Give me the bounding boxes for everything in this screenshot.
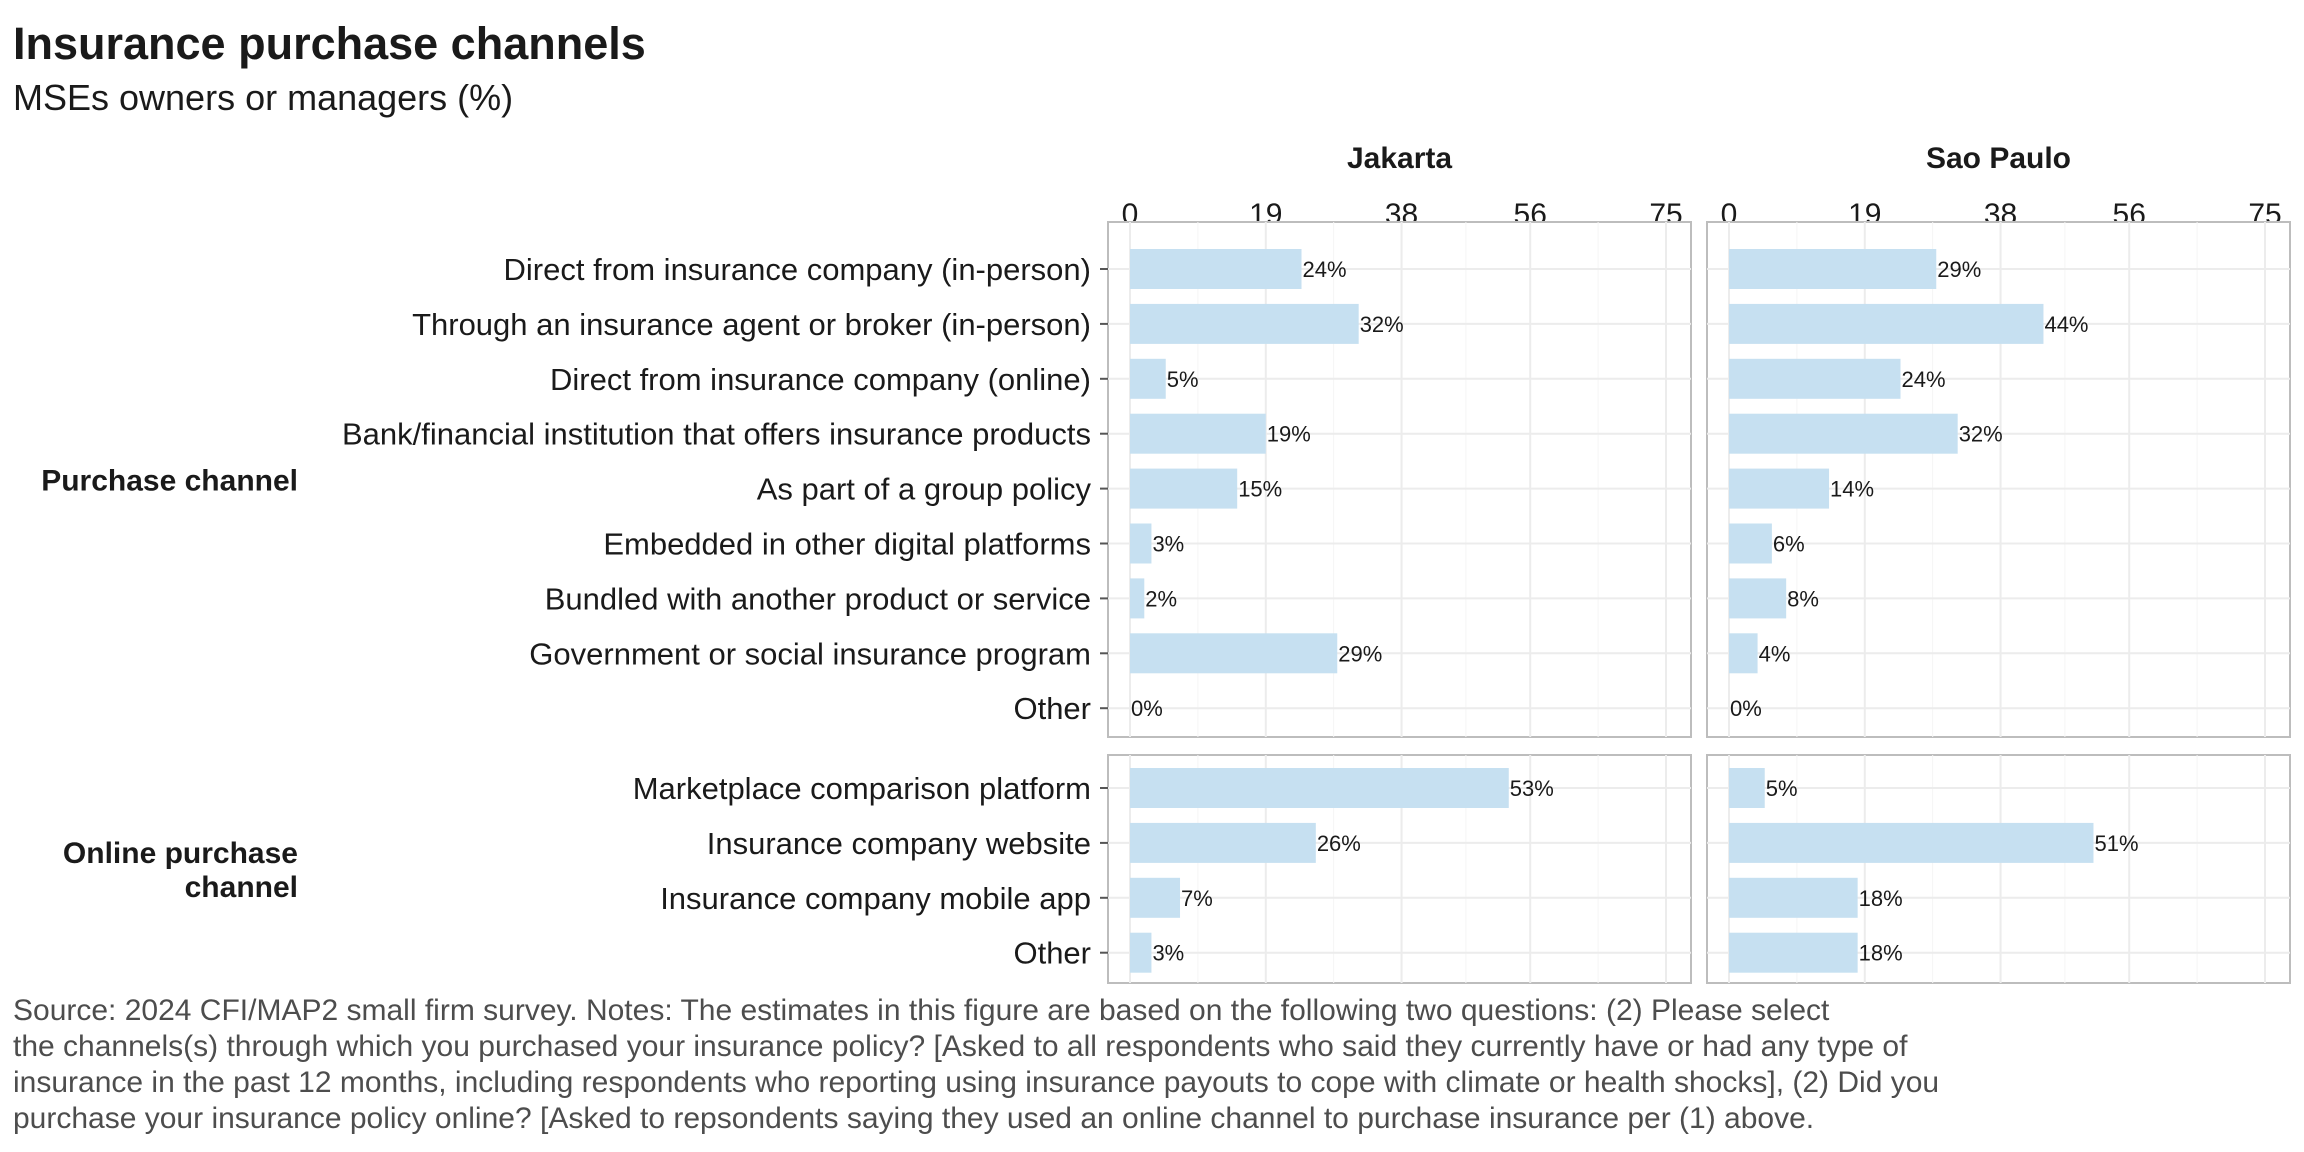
category-label: Through an insurance agent or broker (in… bbox=[412, 307, 1091, 342]
data-label: 3% bbox=[1152, 532, 1184, 557]
category-label: As part of a group policy bbox=[757, 472, 1092, 507]
category-label: Other bbox=[1013, 691, 1091, 726]
panel-header: Sao Paulo bbox=[1926, 142, 2071, 175]
bar bbox=[1729, 877, 1858, 918]
bar bbox=[1130, 768, 1509, 808]
data-label: 8% bbox=[1787, 586, 1819, 611]
bar bbox=[1130, 523, 1152, 564]
source-note-line: purchase your insurance policy online? [… bbox=[13, 1102, 1815, 1135]
data-label: 32% bbox=[1360, 312, 1404, 337]
data-label: 24% bbox=[1902, 367, 1946, 392]
bar bbox=[1130, 358, 1166, 399]
source-note: Source: 2024 CFI/MAP2 small firm survey.… bbox=[13, 993, 2253, 1137]
data-label: 18% bbox=[1859, 886, 1903, 911]
bar bbox=[1130, 303, 1359, 344]
category-label: Direct from insurance company (online) bbox=[550, 362, 1091, 397]
data-label: 29% bbox=[1338, 641, 1382, 666]
bar bbox=[1130, 578, 1145, 619]
data-label: 3% bbox=[1152, 941, 1184, 966]
source-note-line: Source: 2024 CFI/MAP2 small firm survey.… bbox=[13, 994, 1830, 1027]
source-note-line: the channels(s) through which you purcha… bbox=[13, 1030, 1908, 1063]
data-label: 44% bbox=[2044, 312, 2088, 337]
bar bbox=[1729, 822, 2094, 863]
bar bbox=[1729, 768, 1765, 808]
bar bbox=[1729, 468, 1830, 509]
bar bbox=[1729, 303, 2044, 344]
data-label: 51% bbox=[2094, 831, 2138, 856]
bar bbox=[1729, 932, 1858, 973]
bar bbox=[1130, 932, 1152, 973]
data-label: 24% bbox=[1303, 257, 1347, 282]
chart-title: Insurance purchase channels bbox=[13, 18, 646, 69]
bar bbox=[1130, 633, 1338, 674]
data-label: 14% bbox=[1830, 477, 1874, 502]
category-label: Embedded in other digital platforms bbox=[603, 527, 1091, 562]
category-label: Bundled with another product or service bbox=[545, 581, 1091, 616]
bar bbox=[1729, 633, 1758, 674]
category-label: Marketplace comparison platform bbox=[633, 771, 1091, 806]
category-label: Direct from insurance company (in-person… bbox=[504, 252, 1092, 287]
data-label: 18% bbox=[1859, 941, 1903, 966]
data-label: 7% bbox=[1181, 886, 1213, 911]
data-label: 32% bbox=[1959, 422, 2003, 447]
data-label: 0% bbox=[1730, 696, 1762, 721]
bar bbox=[1130, 413, 1266, 454]
group-label: channel bbox=[185, 871, 298, 904]
data-label: 15% bbox=[1238, 477, 1282, 502]
group-label: Purchase channel bbox=[41, 465, 298, 498]
data-label: 53% bbox=[1510, 776, 1554, 801]
data-label: 2% bbox=[1145, 586, 1177, 611]
category-label: Insurance company mobile app bbox=[660, 881, 1091, 916]
group-label: Online purchase bbox=[63, 837, 298, 870]
bar bbox=[1729, 578, 1787, 619]
category-label: Insurance company website bbox=[707, 826, 1091, 861]
panel-header: Jakarta bbox=[1347, 142, 1452, 175]
category-label: Bank/financial institution that offers i… bbox=[342, 417, 1091, 452]
data-label: 6% bbox=[1773, 532, 1805, 557]
data-label: 19% bbox=[1267, 422, 1311, 447]
category-label: Other bbox=[1013, 936, 1091, 971]
data-label: 26% bbox=[1317, 831, 1361, 856]
bar bbox=[1130, 822, 1316, 863]
bar bbox=[1130, 249, 1302, 289]
chart-subtitle: MSEs owners or managers (%) bbox=[13, 77, 514, 118]
bar bbox=[1729, 249, 1937, 289]
bar bbox=[1130, 468, 1238, 509]
data-label: 4% bbox=[1759, 641, 1791, 666]
bar bbox=[1729, 523, 1772, 564]
category-label: Government or social insurance program bbox=[529, 636, 1091, 671]
bar bbox=[1729, 413, 1958, 454]
bar bbox=[1130, 877, 1181, 918]
source-note-line: insurance in the past 12 months, includi… bbox=[13, 1066, 1940, 1099]
data-label: 29% bbox=[1937, 257, 1981, 282]
bar bbox=[1729, 358, 1901, 399]
data-label: 0% bbox=[1131, 696, 1163, 721]
data-label: 5% bbox=[1766, 776, 1798, 801]
data-label: 5% bbox=[1167, 367, 1199, 392]
